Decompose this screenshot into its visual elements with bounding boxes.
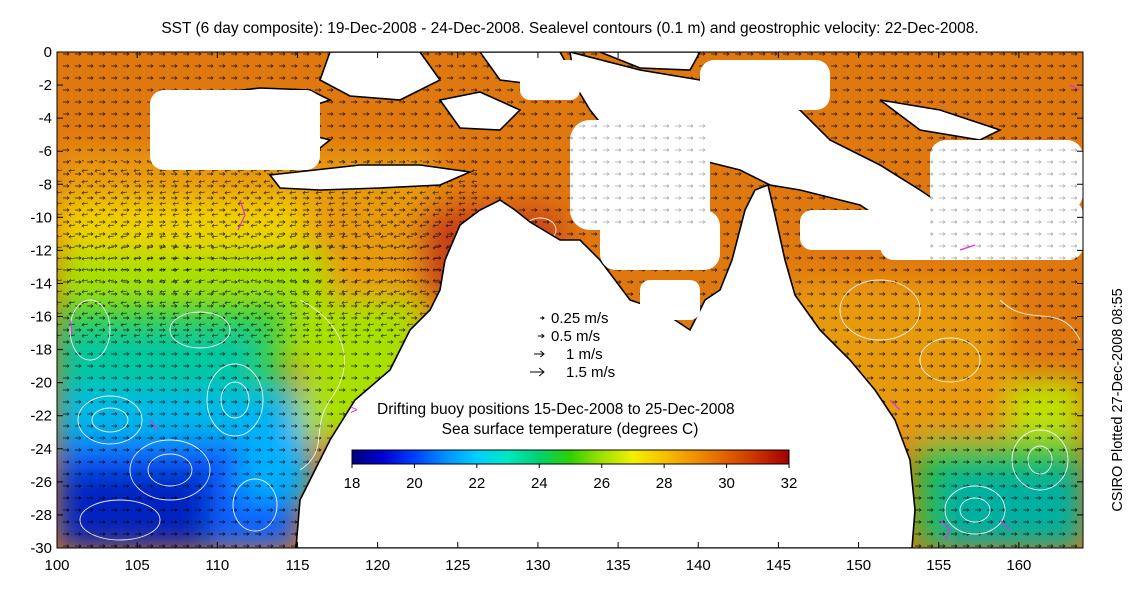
x-tick-label: 135 <box>606 557 631 574</box>
y-tick-label: 0 <box>44 44 52 61</box>
y-tick-label: -6 <box>39 143 52 160</box>
x-tick-label: 105 <box>125 557 150 574</box>
velocity-legend-arrow <box>540 316 545 320</box>
y-tick-label: -10 <box>30 209 52 226</box>
x-tick-label: 100 <box>44 557 69 574</box>
colorbar-tick-label: 22 <box>469 475 486 492</box>
velocity-legend-label: 0.25 m/s <box>551 310 609 327</box>
velocity-legend-label: 1 m/s <box>566 346 603 363</box>
y-tick-label: -16 <box>30 309 52 326</box>
velocity-legend-label: 1.5 m/s <box>566 364 615 381</box>
plot-frame <box>56 51 1084 549</box>
x-tick-label: 110 <box>205 557 229 574</box>
x-tick-label: 130 <box>525 557 550 574</box>
y-axis: 0 -2 -4 -6 -8 -10 -12 -14 -16 -18 -20 -22 -24 -26 -28 -… <box>30 44 1083 557</box>
velocity-legend-label: 0.5 m/s <box>551 328 600 345</box>
y-tick-label: -2 <box>39 77 52 94</box>
colorbar-tick-label: 30 <box>718 475 735 492</box>
velocity-legend: 0.25 m/s0.5 m/s1 m/s1.5 m/s <box>530 310 615 381</box>
colorbar-title: Sea surface temperature (degrees C) <box>442 421 699 438</box>
y-tick-label: -20 <box>30 375 52 392</box>
x-tick-label: 160 <box>1006 557 1031 574</box>
x-tick-label: 120 <box>365 557 390 574</box>
y-tick-label: -24 <box>30 441 52 458</box>
y-tick-label: -18 <box>30 342 52 359</box>
buoy-tracks <box>69 84 1081 541</box>
velocity-legend-arrow <box>538 333 545 339</box>
y-tick-label: -22 <box>30 408 52 425</box>
colorbar-tick-label: 32 <box>781 475 798 492</box>
x-tick-label: 145 <box>766 557 791 574</box>
x-tick-label: 155 <box>926 557 951 574</box>
y-tick-label: -8 <box>39 176 52 193</box>
buoy-legend-label: Drifting buoy positions 15-Dec-2008 to 2… <box>377 401 735 418</box>
y-tick-label: -30 <box>30 540 52 557</box>
map-title: SST (6 day composite): 19-Dec-2008 - 24-… <box>161 20 979 37</box>
y-tick-label: -28 <box>30 507 52 524</box>
x-tick-label: 125 <box>445 557 470 574</box>
colorbar-ticks: 18 20 22 24 26 28 30 32 <box>344 464 798 492</box>
x-axis: 100 105 110 115 120 125 130 135 140 145 150 155 160 <box>44 52 1031 574</box>
y-tick-label: -14 <box>30 275 52 292</box>
x-tick-label: 140 <box>686 557 711 574</box>
velocity-legend-arrow <box>530 367 545 377</box>
colorbar <box>351 449 790 465</box>
y-tick-label: -12 <box>30 242 52 259</box>
colorbar-tick-label: 18 <box>344 475 361 492</box>
velocity-legend-arrow <box>534 350 545 358</box>
buoy-legend-symbol: > <box>350 402 358 417</box>
x-tick-label: 115 <box>286 557 310 574</box>
sst-field <box>57 52 1083 548</box>
sealevel-contours <box>69 217 1081 541</box>
colorbar-tick-label: 20 <box>406 475 423 492</box>
colorbar-tick-label: 24 <box>531 475 548 492</box>
x-tick-label: 150 <box>846 557 871 574</box>
colorbar-tick-label: 28 <box>656 475 673 492</box>
y-tick-label: -4 <box>39 110 52 127</box>
y-tick-label: -26 <box>30 474 52 491</box>
buoy-legend: > Drifting buoy positions 15-Dec-2008 to… <box>350 401 735 418</box>
colorbar-tick-label: 26 <box>593 475 610 492</box>
